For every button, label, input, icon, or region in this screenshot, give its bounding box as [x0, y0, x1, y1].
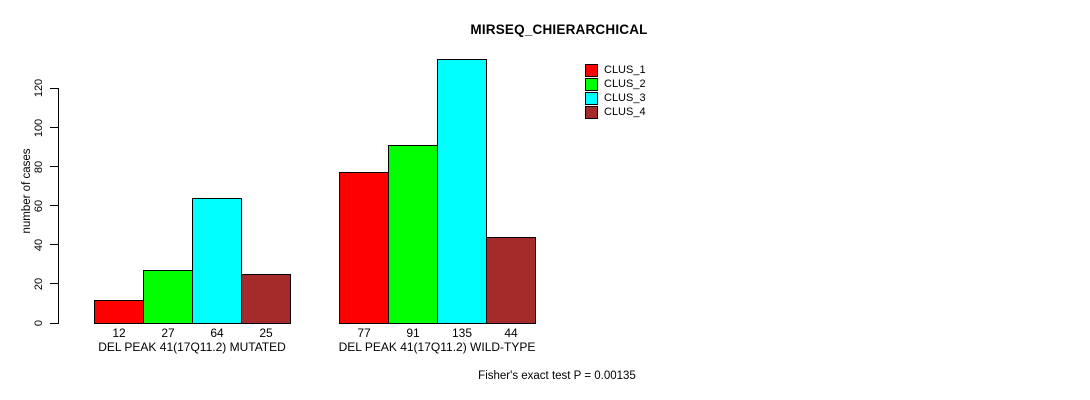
group-label: DEL PEAK 41(17Q11.2) WILD-TYPE	[338, 340, 536, 354]
bar-clus_2-group2	[388, 145, 438, 324]
y-tick-label: 40	[33, 238, 45, 251]
y-tick-label: 60	[33, 199, 45, 212]
legend-row-clus_2: CLUS_2	[585, 78, 646, 91]
y-axis-line	[58, 88, 59, 324]
y-tick-mark	[50, 166, 58, 168]
bar-clus_1-group1	[94, 300, 144, 324]
group-label: DEL PEAK 41(17Q11.2) MUTATED	[98, 340, 286, 354]
bar-clus_3-group2	[437, 59, 487, 324]
y-tick-mark	[50, 205, 58, 207]
y-tick-mark	[50, 322, 58, 324]
bar-clus_4-group2	[486, 237, 536, 324]
bar-value-label: 27	[161, 326, 175, 340]
y-axis-label: number of cases	[21, 148, 33, 234]
legend-swatch-icon	[585, 106, 598, 119]
legend-label: CLUS_2	[604, 78, 646, 90]
legend-swatch-icon	[585, 92, 598, 105]
bar-clus_4-group1	[241, 274, 291, 324]
bar-value-label: 12	[112, 326, 126, 340]
legend-label: CLUS_1	[604, 64, 646, 76]
bar-value-label: 135	[451, 326, 473, 340]
y-tick-label: 80	[33, 160, 45, 173]
y-tick-mark	[50, 87, 58, 89]
legend-label: CLUS_3	[604, 92, 646, 104]
y-tick-label: 0	[33, 319, 45, 327]
bar-clus_2-group1	[143, 270, 193, 324]
bar-value-label: 44	[504, 326, 518, 340]
legend-label: CLUS_4	[604, 106, 646, 118]
bar-value-label: 25	[259, 326, 273, 340]
legend-row-clus_4: CLUS_4	[585, 106, 646, 119]
y-tick-mark	[50, 244, 58, 246]
y-tick-mark	[50, 127, 58, 128]
legend: CLUS_1 CLUS_2 CLUS_3 CLUS_4	[585, 64, 646, 119]
legend-swatch-icon	[585, 64, 598, 77]
bar-value-label: 91	[406, 326, 420, 340]
bar-value-label: 77	[357, 326, 371, 340]
y-tick-label: 20	[33, 277, 45, 291]
legend-row-clus_1: CLUS_1	[585, 64, 646, 77]
y-tick-label: 100	[33, 118, 45, 137]
legend-row-clus_3: CLUS_3	[585, 92, 646, 105]
y-tick-label: 120	[33, 79, 45, 98]
bar-clus_1-group2	[339, 172, 389, 324]
fisher-test-annotation: Fisher's exact test P = 0.00135	[478, 370, 636, 382]
y-tick-mark	[50, 283, 58, 285]
bar-clus_3-group1	[192, 198, 242, 324]
legend-swatch-icon	[585, 78, 598, 91]
chart-title: MIRSEQ_CHIERARCHICAL	[470, 22, 648, 37]
bar-value-label: 64	[210, 326, 224, 340]
